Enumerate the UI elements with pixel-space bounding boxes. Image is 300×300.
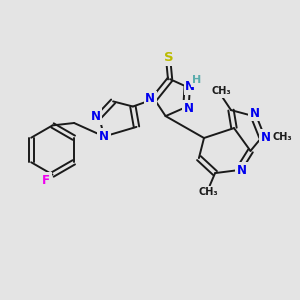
Text: N: N [145, 92, 155, 106]
Text: N: N [90, 110, 100, 123]
Text: N: N [236, 164, 247, 177]
Text: N: N [185, 80, 195, 94]
Text: N: N [250, 106, 260, 120]
Text: CH₃: CH₃ [198, 187, 218, 197]
Text: CH₃: CH₃ [272, 132, 292, 142]
Text: N: N [99, 130, 109, 143]
Text: F: F [42, 173, 50, 187]
Text: N: N [183, 102, 194, 115]
Text: S: S [164, 51, 173, 64]
Text: N: N [260, 130, 271, 144]
Text: CH₃: CH₃ [211, 86, 231, 96]
Text: H: H [192, 75, 201, 85]
